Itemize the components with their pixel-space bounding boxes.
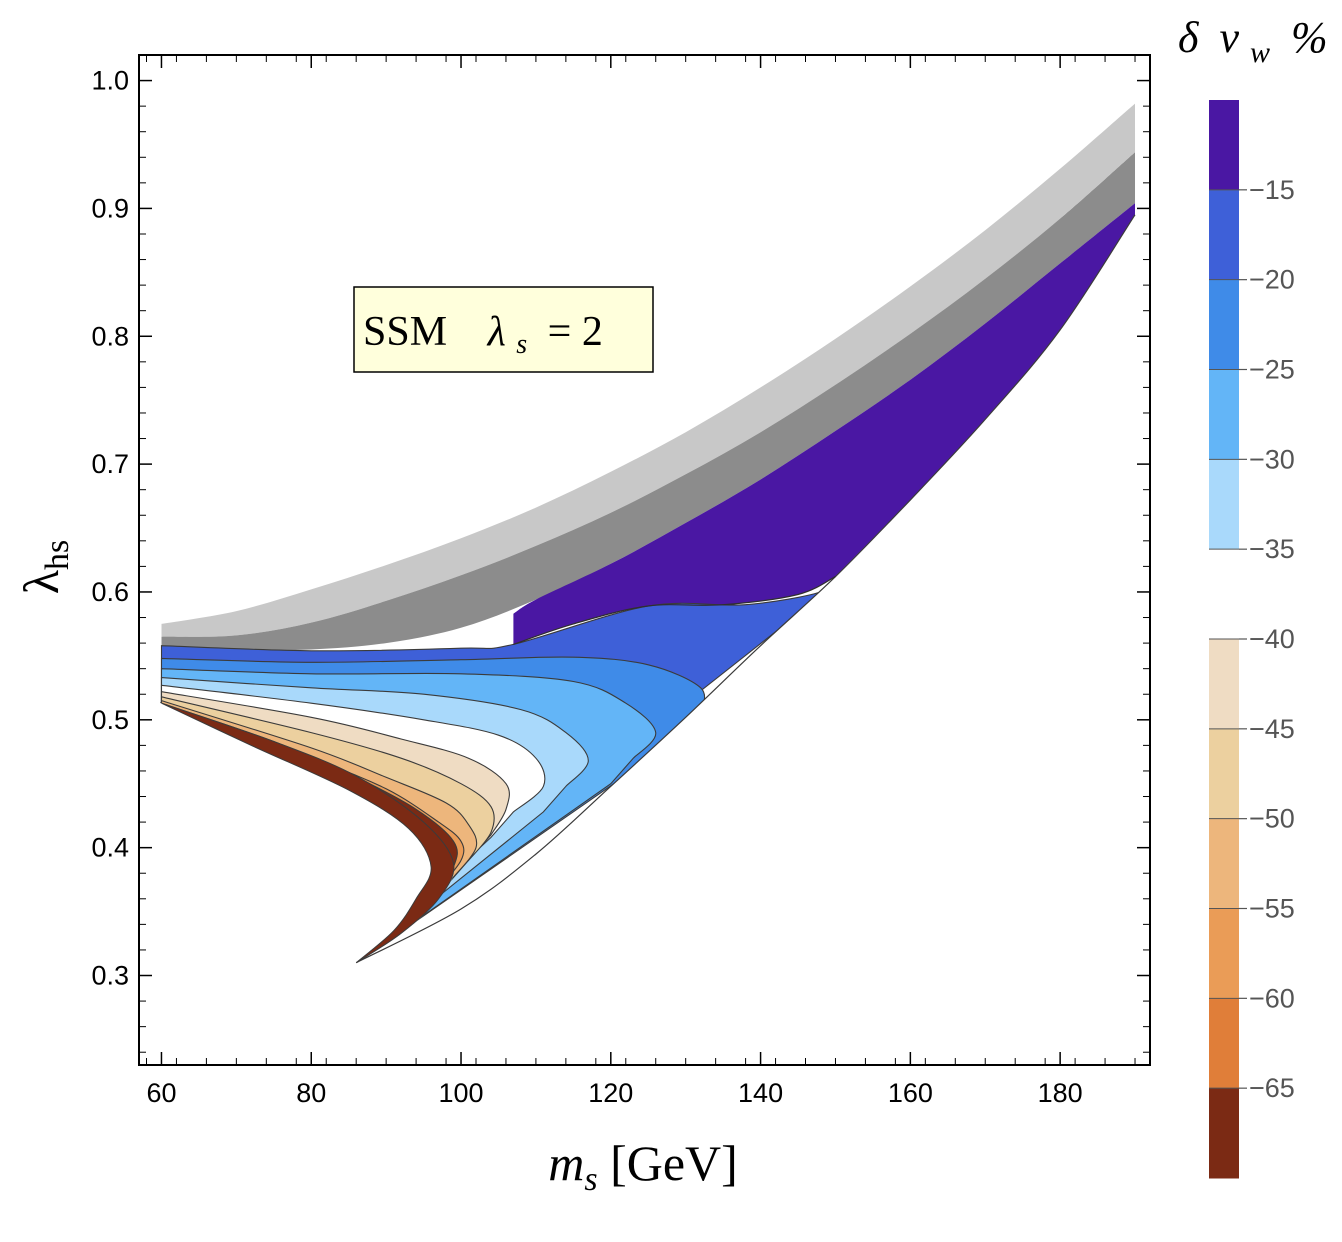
x-tick-label: 80 bbox=[296, 1078, 326, 1108]
x-tick-label: 120 bbox=[588, 1078, 633, 1108]
region-lower-boundary bbox=[355, 214, 1136, 964]
colorbar-title: δ v w % bbox=[1178, 13, 1328, 72]
x-tick-label: 60 bbox=[146, 1078, 176, 1108]
svg-text:SSM λ s = 2: SSM λ s = 2 bbox=[363, 309, 603, 363]
colorbar-label: −15 bbox=[1249, 175, 1295, 205]
colorbar-label: −40 bbox=[1249, 624, 1295, 654]
x-tick-label: 180 bbox=[1038, 1078, 1083, 1108]
colorbar-label: −35 bbox=[1249, 534, 1295, 564]
colorbar-label: −50 bbox=[1249, 804, 1295, 834]
colorbar-segment bbox=[1209, 908, 1239, 999]
annotation-model: SSM bbox=[363, 309, 447, 355]
colorbar-label: −20 bbox=[1249, 265, 1295, 295]
colorbar-label: −25 bbox=[1249, 355, 1295, 385]
y-tick-label: 0.3 bbox=[91, 961, 129, 991]
y-tick-label: 0.7 bbox=[91, 449, 129, 479]
model-annotation: SSM λ s = 2 bbox=[353, 286, 654, 373]
x-axis-label: ms [GeV] bbox=[548, 1135, 738, 1198]
colorbar-label: −60 bbox=[1249, 983, 1295, 1013]
contour-line-15 bbox=[513, 576, 836, 645]
x-tick-label: 100 bbox=[438, 1078, 483, 1108]
colorbar-title-delta: δ bbox=[1178, 13, 1200, 62]
plot-area bbox=[139, 103, 1150, 1065]
y-tick-label: 0.6 bbox=[91, 577, 129, 607]
region-outside-mask bbox=[139, 214, 1150, 1065]
y-tick-label: 1.0 bbox=[91, 66, 129, 96]
annotation-param-sub: s bbox=[516, 329, 527, 360]
y-axis-label: λhs bbox=[13, 540, 76, 594]
annotation-param-rest: = 2 bbox=[548, 309, 603, 355]
colorbar-segment bbox=[1209, 459, 1239, 550]
contour-level-15 bbox=[513, 203, 1135, 645]
annotation-box bbox=[353, 286, 654, 373]
colorbar-label: −30 bbox=[1249, 444, 1295, 474]
colorbar-segment bbox=[1209, 189, 1239, 281]
y-tick-label: 0.8 bbox=[91, 321, 129, 351]
y-tick-label: 0.5 bbox=[91, 705, 129, 735]
colorbar-segment bbox=[1209, 998, 1239, 1089]
x-tick-label: 160 bbox=[888, 1078, 933, 1108]
colorbar-segment bbox=[1209, 818, 1239, 909]
colorbar: −15 −20 −25 −30 −35 −40 −45 −50 −55 −60 −65 bbox=[1209, 100, 1295, 1179]
colorbar-title-v: v bbox=[1219, 13, 1239, 62]
colorbar-segment bbox=[1209, 549, 1239, 640]
x-tick-label: 140 bbox=[738, 1078, 783, 1108]
y-tick-label: 0.9 bbox=[91, 193, 129, 223]
colorbar-label: −55 bbox=[1249, 894, 1295, 924]
colorbar-segment bbox=[1209, 369, 1239, 460]
colorbar-segment bbox=[1209, 728, 1239, 820]
colorbar-segment bbox=[1209, 1088, 1239, 1179]
colorbar-segment bbox=[1209, 100, 1239, 191]
y-tick-label: 0.4 bbox=[91, 833, 129, 863]
colorbar-label: −45 bbox=[1249, 714, 1295, 744]
colorbar-segment bbox=[1209, 639, 1239, 730]
axis-ticks: 60 80 100 120 140 160 180 0.3 0.4 0.5 0.6 0.7 0.8 0.9… bbox=[91, 54, 1150, 1108]
colorbar-title-sub: w bbox=[1250, 36, 1270, 69]
colorbar-label: −65 bbox=[1249, 1073, 1295, 1103]
colorbar-title-pct: % bbox=[1291, 13, 1328, 62]
plot-frame bbox=[138, 54, 1151, 1066]
colorbar-segment bbox=[1209, 279, 1239, 370]
annotation-param-symbol: λ bbox=[486, 309, 506, 355]
